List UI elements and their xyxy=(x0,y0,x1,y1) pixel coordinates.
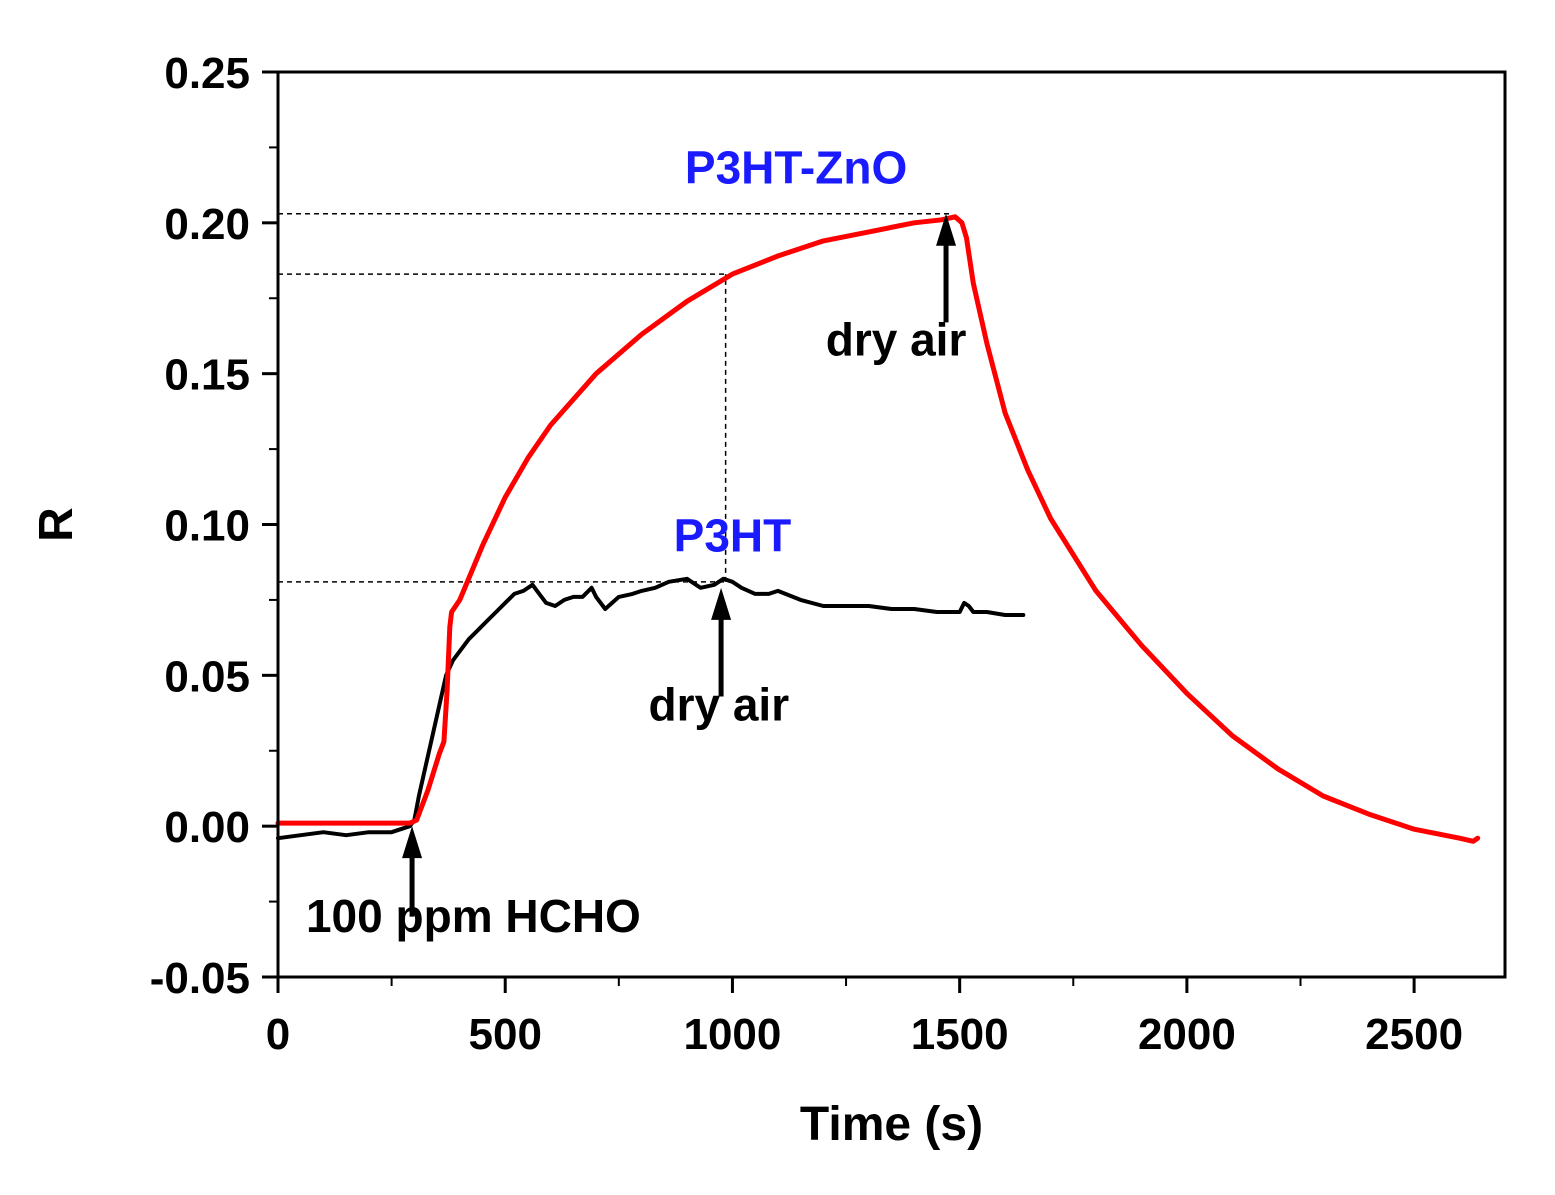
ticks-group xyxy=(262,70,1416,993)
y-tick-label-0.05: 0.05 xyxy=(164,652,250,701)
arrows-group xyxy=(402,213,957,917)
x-tick-label-2000: 2000 xyxy=(1138,1010,1236,1059)
x-axis-label: Time (s) xyxy=(800,1098,983,1151)
label-p3ht: P3HT xyxy=(674,510,792,562)
tick-labels-group: 0 500 1000 1500 2000 2500 -0.05 0.00 0.05 0.10 0.1… xyxy=(150,49,1463,1059)
y-axis-label: R xyxy=(30,507,83,542)
arrow-dry-air-p3ht-head xyxy=(711,587,732,620)
y-tick-label-0.25: 0.25 xyxy=(164,49,250,98)
y-tick-label-0.20: 0.20 xyxy=(164,200,250,249)
series-line-p3ht xyxy=(276,576,1026,841)
y-tick-label-0.15: 0.15 xyxy=(164,351,250,400)
series-line-p3ht-zno xyxy=(275,214,1481,844)
arrow-dry-air-p3ht xyxy=(711,587,732,697)
y-tick-label-0.00: 0.00 xyxy=(164,803,250,852)
x-tick-label-1500: 1500 xyxy=(911,1010,1009,1059)
arrow-hcho xyxy=(402,826,423,917)
y-tick-label-0.10: 0.10 xyxy=(164,502,250,551)
arrow-dry-air-p3htzno xyxy=(936,213,957,323)
label-p3ht-zno: P3HT-ZnO xyxy=(685,142,907,194)
reference-lines-group xyxy=(278,213,951,583)
plot-frame xyxy=(276,70,1507,979)
x-tick-label-1000: 1000 xyxy=(683,1010,781,1059)
x-tick-label-2500: 2500 xyxy=(1365,1010,1463,1059)
label-hcho: 100 ppm HCHO xyxy=(306,890,641,942)
y-tick-label--0.05: -0.05 xyxy=(150,954,250,1003)
arrow-hcho-head xyxy=(402,826,423,859)
arrow-dry-air-p3htzno-head xyxy=(936,213,957,246)
series-group xyxy=(275,214,1481,844)
x-tick-label-0: 0 xyxy=(266,1010,290,1059)
label-dry-air-2: dry air xyxy=(648,679,789,731)
annotations-group: P3HT-ZnO P3HT dry air dry air 100 ppm HCHO xyxy=(306,142,966,942)
x-tick-label-500: 500 xyxy=(469,1010,542,1059)
label-dry-air-1: dry air xyxy=(826,314,967,366)
